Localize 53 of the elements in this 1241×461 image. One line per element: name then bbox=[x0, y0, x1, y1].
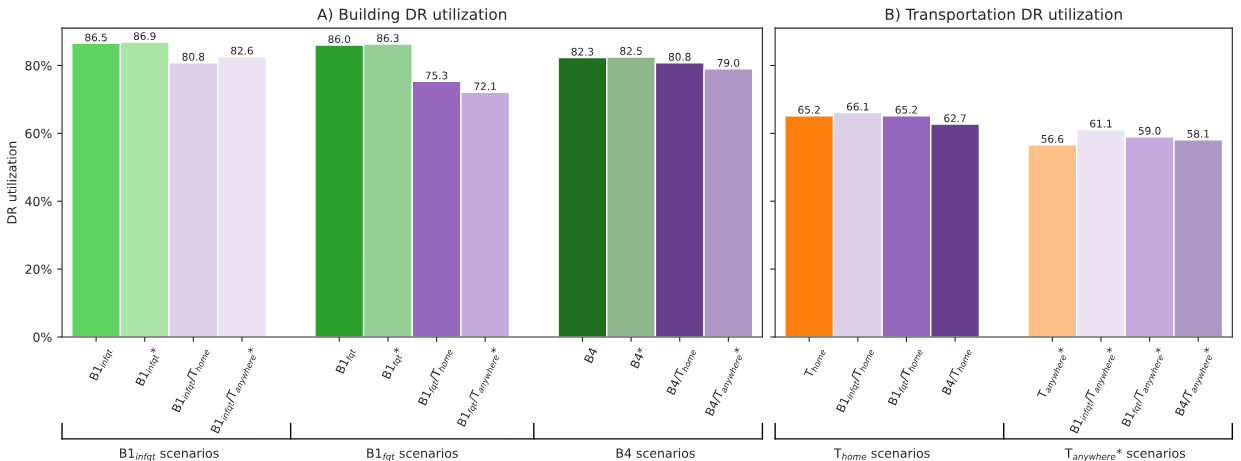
x-tick-label: B1$_{fqt}$/T$_{anywhere}$* bbox=[456, 346, 504, 429]
x-tick-label: B4* bbox=[629, 346, 647, 369]
y-axis-title: DR utilization bbox=[6, 141, 17, 224]
data-label: 65.2 bbox=[895, 105, 918, 114]
text: B1$_{fqt}$ scenarios bbox=[367, 448, 458, 461]
text: T$_{anywhere}$* scenarios bbox=[1064, 448, 1186, 461]
y-tick-label: 80% bbox=[25, 60, 52, 71]
data-label: 59.0 bbox=[1138, 126, 1161, 135]
data-label: 82.6 bbox=[231, 46, 253, 55]
x-tick-label: B1$_{infqt}$* bbox=[135, 346, 164, 388]
x-tick-label: B1$_{infqt}$/T$_{anywhere}$* bbox=[1069, 346, 1120, 435]
x-tick-label: B1$_{fqt}$/T$_{home}$ bbox=[417, 346, 455, 408]
x-tick-label: B4/T$_{anywhere}$* bbox=[704, 346, 747, 418]
y-tick-label: 0% bbox=[33, 332, 52, 342]
chart-title: A) Building DR utilization bbox=[317, 8, 507, 23]
y-tick-label: 60% bbox=[25, 128, 52, 139]
data-label: 65.2 bbox=[798, 105, 820, 114]
x-tick-label: B4 bbox=[583, 347, 598, 364]
data-label: 72.1 bbox=[474, 82, 496, 91]
x-tick-label: B1$_{infqt}$/T$_{home}$ bbox=[171, 346, 212, 414]
data-label: 86.0 bbox=[328, 35, 351, 44]
text: B1$_{infqt}$ scenarios bbox=[120, 448, 219, 461]
x-tick-label: B1$_{infqt}$/T$_{home}$ bbox=[835, 346, 876, 414]
x-tick-label: B1$_{fqt}$/T$_{home}$ bbox=[887, 346, 925, 408]
data-label: 79.0 bbox=[717, 58, 740, 67]
text: B4 scenarios bbox=[616, 448, 695, 458]
data-label: 62.7 bbox=[944, 114, 966, 123]
y-tick-label: 40% bbox=[25, 196, 52, 207]
x-tick-label: B1$_{infqt}$/T$_{anywhere}$* bbox=[210, 346, 261, 435]
data-label: 82.3 bbox=[571, 47, 594, 56]
x-tick-label: B1$_{fqt}$* bbox=[381, 346, 407, 381]
x-tick-label: T$_{anywhere}$* bbox=[1036, 346, 1071, 401]
data-label: 80.8 bbox=[668, 52, 691, 61]
data-label: 75.3 bbox=[425, 71, 448, 80]
data-label: 61.1 bbox=[1090, 119, 1112, 128]
chart-title: B) Transportation DR utilization bbox=[885, 8, 1122, 23]
data-label: 56.6 bbox=[1041, 134, 1064, 143]
data-label: 82.5 bbox=[620, 47, 642, 55]
data-label: 86.3 bbox=[377, 34, 399, 43]
x-tick-label: B4/T$_{home}$ bbox=[666, 347, 697, 396]
x-tick-label: B4/T$_{home}$ bbox=[941, 347, 973, 396]
data-label: 80.8 bbox=[182, 52, 205, 61]
y-tick-label: 20% bbox=[25, 264, 52, 275]
data-label: 58.1 bbox=[1187, 129, 1209, 138]
x-tick-label: B4/T$_{anywhere}$* bbox=[1174, 346, 1217, 418]
text: T$_{home}$ scenarios bbox=[833, 448, 930, 460]
data-label: 86.9 bbox=[133, 32, 156, 41]
x-tick-label: B1$_{fqt}$ bbox=[335, 346, 358, 376]
x-tick-label: B1$_{fqt}$/T$_{anywhere}$* bbox=[1121, 346, 1168, 429]
data-label: 66.1 bbox=[846, 102, 869, 111]
x-tick-label: T$_{home}$ bbox=[803, 347, 827, 380]
data-label: 86.5 bbox=[85, 33, 107, 42]
x-tick-label: B1$_{infqt}$ bbox=[89, 346, 115, 383]
